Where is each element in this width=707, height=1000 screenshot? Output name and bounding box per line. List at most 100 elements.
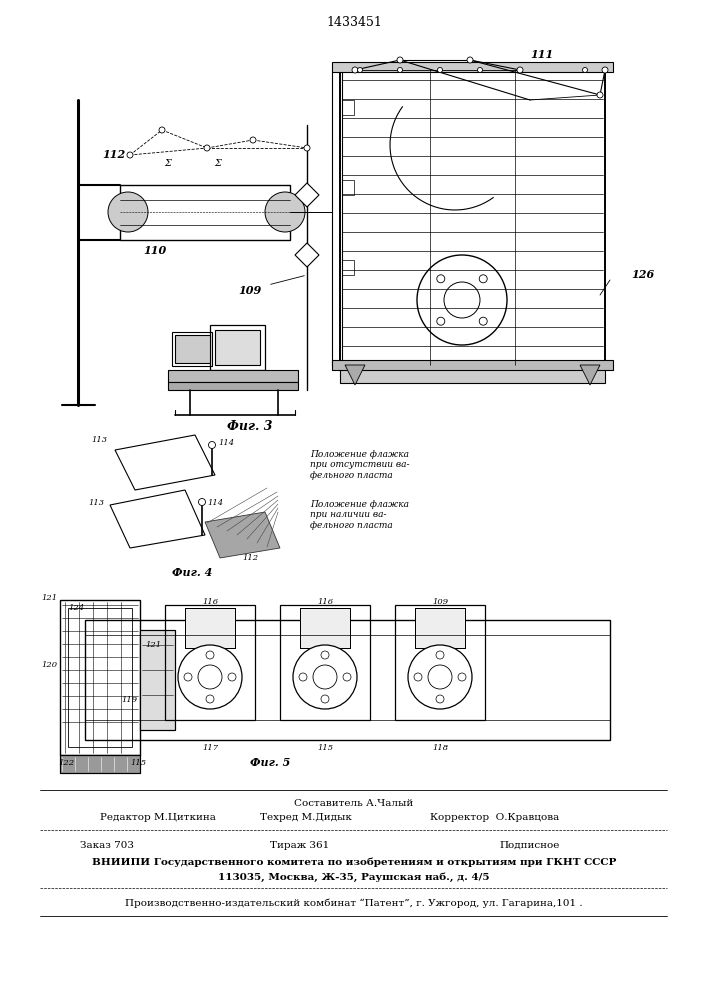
Text: 115: 115 <box>317 744 333 752</box>
Text: 116: 116 <box>317 598 333 606</box>
Circle shape <box>417 255 507 345</box>
Text: 117: 117 <box>202 744 218 752</box>
Bar <box>340 365 605 383</box>
Text: 111: 111 <box>530 49 554 60</box>
Circle shape <box>438 68 443 73</box>
Text: Подписное: Подписное <box>500 840 560 850</box>
Polygon shape <box>205 512 280 558</box>
Circle shape <box>250 137 256 143</box>
Bar <box>85 620 610 740</box>
Text: Тираж 361: Тираж 361 <box>270 840 329 850</box>
Bar <box>332 62 613 72</box>
Text: Фиг. 5: Фиг. 5 <box>250 756 290 768</box>
Circle shape <box>304 145 310 151</box>
Bar <box>60 755 140 773</box>
Text: Производственно-издательский комбинат “Патент”, г. Ужгород, ул. Гагарина,101 .: Производственно-издательский комбинат “П… <box>125 898 583 908</box>
Text: 113: 113 <box>89 499 105 507</box>
Bar <box>140 630 175 730</box>
Text: 126: 126 <box>632 269 655 280</box>
Circle shape <box>583 68 588 73</box>
Text: 118: 118 <box>432 744 448 752</box>
Circle shape <box>444 282 480 318</box>
Bar <box>185 608 235 648</box>
Circle shape <box>477 68 482 73</box>
Bar <box>300 608 350 648</box>
Text: Техред М.Дидык: Техред М.Дидык <box>260 814 352 822</box>
Text: Фиг. 4: Фиг. 4 <box>172 566 212 578</box>
Polygon shape <box>295 243 319 267</box>
Circle shape <box>358 68 363 73</box>
Text: 112: 112 <box>242 554 258 562</box>
Text: 1433451: 1433451 <box>326 15 382 28</box>
Bar <box>332 70 342 365</box>
Bar <box>215 330 260 365</box>
Circle shape <box>108 192 148 232</box>
Bar <box>68 608 132 747</box>
Text: 109: 109 <box>432 598 448 606</box>
Circle shape <box>397 68 402 73</box>
Text: 115: 115 <box>130 759 146 767</box>
Circle shape <box>479 275 487 283</box>
Bar <box>280 605 370 720</box>
Text: 121: 121 <box>145 641 161 649</box>
Text: 124: 124 <box>68 604 84 612</box>
Circle shape <box>293 645 357 709</box>
Bar <box>342 180 354 195</box>
Bar <box>120 185 290 240</box>
Bar <box>332 360 613 370</box>
Text: 112: 112 <box>102 149 125 160</box>
Text: 114: 114 <box>218 439 234 447</box>
Bar <box>210 325 265 370</box>
Text: 122: 122 <box>58 759 74 767</box>
Circle shape <box>209 442 216 448</box>
Text: 114: 114 <box>207 499 223 507</box>
Circle shape <box>313 665 337 689</box>
Bar <box>415 608 465 648</box>
Text: Σ: Σ <box>214 158 221 167</box>
Text: Редактор М.Циткина: Редактор М.Циткина <box>100 814 216 822</box>
Bar <box>172 332 212 366</box>
Text: 121: 121 <box>42 594 58 602</box>
Circle shape <box>479 317 487 325</box>
Circle shape <box>159 127 165 133</box>
Text: 110: 110 <box>144 244 167 255</box>
Bar <box>60 600 140 755</box>
Text: 109: 109 <box>239 284 262 296</box>
Bar <box>168 382 298 390</box>
Text: Положение флажка
при отсутствии ва-
фельного пласта: Положение флажка при отсутствии ва- фель… <box>310 450 409 480</box>
Text: 116: 116 <box>202 598 218 606</box>
Bar <box>342 100 354 115</box>
Bar <box>395 605 485 720</box>
Bar <box>175 335 210 363</box>
Circle shape <box>352 67 358 73</box>
Polygon shape <box>345 365 365 385</box>
Text: 113035, Москва, Ж-35, Раушская наб., д. 4/5: 113035, Москва, Ж-35, Раушская наб., д. … <box>218 872 490 882</box>
Text: 120: 120 <box>42 661 58 669</box>
Bar <box>340 70 605 365</box>
Bar <box>168 370 298 382</box>
Circle shape <box>437 275 445 283</box>
Bar <box>165 605 255 720</box>
Circle shape <box>199 498 206 506</box>
Circle shape <box>397 57 403 63</box>
Bar <box>300 608 350 648</box>
Circle shape <box>597 92 603 98</box>
Circle shape <box>602 67 608 73</box>
Bar <box>60 755 140 773</box>
Bar <box>185 608 235 648</box>
Circle shape <box>178 645 242 709</box>
Text: ВНИИПИ Государственного комитета по изобретениям и открытиям при ГКНТ СССР: ВНИИПИ Государственного комитета по изоб… <box>92 857 617 867</box>
Text: 119: 119 <box>122 696 138 704</box>
Polygon shape <box>580 365 600 385</box>
Text: Фиг. 3: Фиг. 3 <box>227 420 273 434</box>
Circle shape <box>437 317 445 325</box>
Bar <box>342 260 354 275</box>
Text: Заказ 703: Заказ 703 <box>80 840 134 850</box>
Circle shape <box>408 645 472 709</box>
Circle shape <box>127 152 133 158</box>
Text: Σ: Σ <box>165 158 171 167</box>
Circle shape <box>428 665 452 689</box>
Text: Составитель А.Чалый: Составитель А.Чалый <box>294 798 414 808</box>
Polygon shape <box>295 183 319 207</box>
Text: Положение флажка
при наличии ва-
фельного пласта: Положение флажка при наличии ва- фельног… <box>310 500 409 530</box>
